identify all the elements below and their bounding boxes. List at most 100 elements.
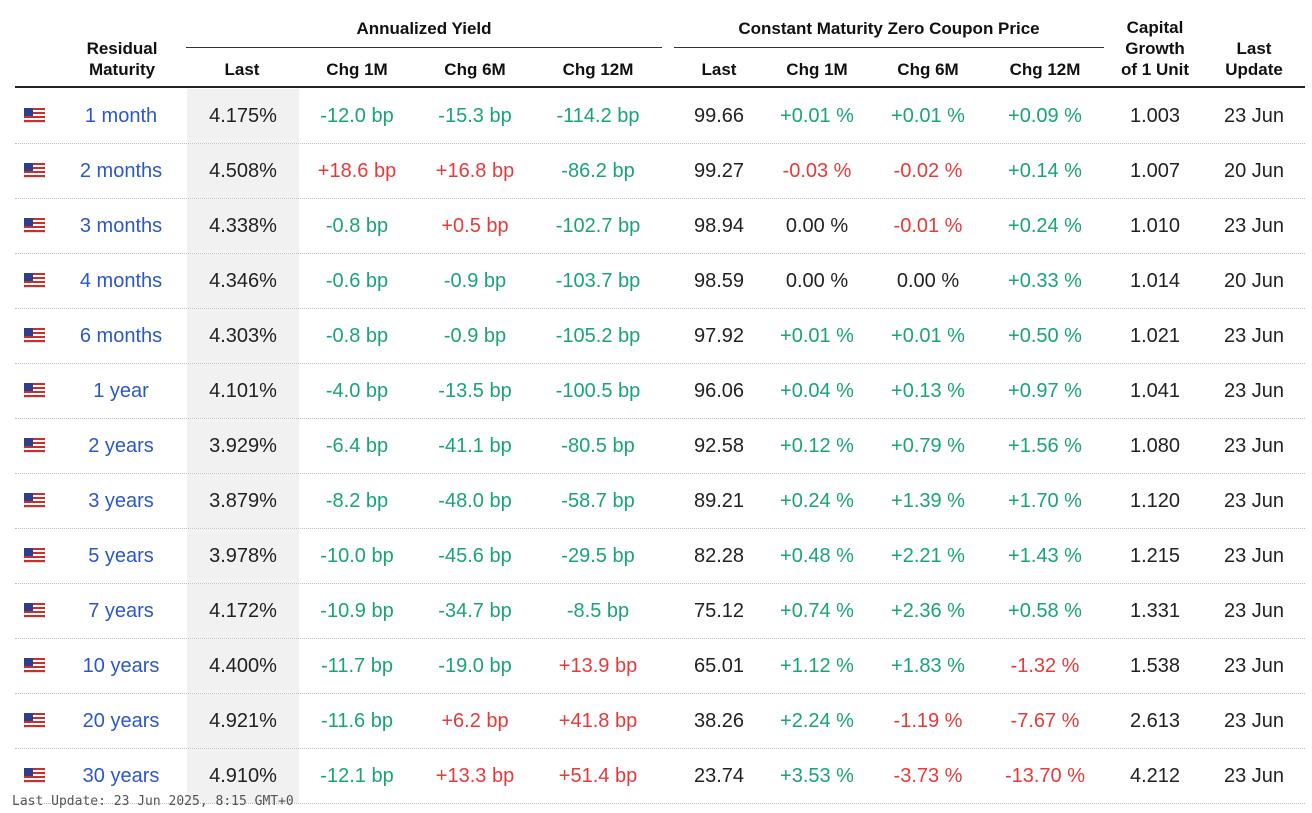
price-chg-12m: +1.43 % <box>1008 545 1082 567</box>
price-chg-6m: +0.79 % <box>891 435 965 457</box>
maturity-link[interactable]: 3 months <box>79 215 163 237</box>
maturity-link[interactable]: 1 year <box>93 380 149 402</box>
header-yield-last: Last <box>224 60 260 79</box>
yield-chg-1m: -6.4 bp <box>325 435 389 457</box>
yield-chg-6m: -41.1 bp <box>438 435 512 457</box>
us-flag-icon <box>24 658 45 673</box>
yield-last: 4.508% <box>187 144 299 198</box>
yield-chg-12m: -100.5 bp <box>555 380 641 402</box>
price-chg-6m: +0.13 % <box>891 380 965 402</box>
maturity-link[interactable]: 6 months <box>79 325 163 347</box>
header-yield-chg6m: Chg 6M <box>444 60 506 79</box>
yield-chg-6m: +0.5 bp <box>441 215 509 237</box>
price-chg-6m: +0.01 % <box>891 325 965 347</box>
last-update-date: 23 Jun <box>1223 545 1285 567</box>
yield-chg-1m: -10.9 bp <box>320 600 394 622</box>
capital-growth: 1.538 <box>1129 655 1181 677</box>
yield-last: 4.921% <box>187 694 299 748</box>
yield-chg-12m: -103.7 bp <box>555 270 641 292</box>
capital-growth: 1.010 <box>1129 215 1181 237</box>
table-row: 2 years 3.929% -6.4 bp -41.1 bp -80.5 bp 92.5… <box>15 419 1305 474</box>
price-last: 38.26 <box>693 710 745 732</box>
yield-last: 4.303% <box>187 309 299 363</box>
header-yield-chg1m: Chg 1M <box>326 60 388 79</box>
price-chg-6m: 0.00 % <box>896 270 960 292</box>
price-last: 98.94 <box>693 215 745 237</box>
price-chg-12m: +0.97 % <box>1008 380 1082 402</box>
maturity-link[interactable]: 2 years <box>88 435 154 457</box>
price-chg-12m: +0.24 % <box>1008 215 1082 237</box>
capital-growth: 1.331 <box>1129 600 1181 622</box>
yield-chg-12m: -114.2 bp <box>556 105 640 127</box>
header-capital-growth: Capital Growth of 1 Unit <box>1106 17 1204 80</box>
last-update-date: 23 Jun <box>1223 215 1285 237</box>
header-capital-line2: Growth <box>1125 39 1185 58</box>
yield-chg-12m: +13.9 bp <box>558 655 638 677</box>
yield-last: 3.929% <box>187 419 299 473</box>
table-header: Residual Maturity Annualized Yield Const… <box>0 0 1312 90</box>
yield-chg-12m: +51.4 bp <box>558 765 638 787</box>
table-row: 1 month 4.175% -12.0 bp -15.3 bp -114.2 bp 99… <box>15 89 1305 144</box>
table-row: 1 year 4.101% -4.0 bp -13.5 bp -100.5 bp 96.0… <box>15 364 1305 419</box>
maturity-link[interactable]: 3 years <box>88 490 154 512</box>
yield-chg-1m: -8.2 bp <box>325 490 389 512</box>
price-chg-6m: +1.39 % <box>891 490 965 512</box>
header-zero-coupon-price: Constant Maturity Zero Coupon Price <box>738 19 1040 38</box>
price-chg-6m: +2.21 % <box>891 545 965 567</box>
yield-chg-6m: -0.9 bp <box>443 325 507 347</box>
price-last: 75.12 <box>693 600 745 622</box>
yield-chg-6m: +16.8 bp <box>435 160 515 182</box>
table-row: 6 months 4.303% -0.8 bp -0.9 bp -105.2 bp 97.… <box>15 309 1305 364</box>
header-capital-line3: of 1 Unit <box>1121 60 1189 79</box>
price-chg-1m: 0.00 % <box>785 215 849 237</box>
us-flag-icon <box>24 218 45 233</box>
maturity-link[interactable]: 30 years <box>82 765 160 787</box>
price-last: 97.92 <box>693 325 745 347</box>
header-last-update: Last Update <box>1204 38 1304 80</box>
us-flag-icon <box>24 713 45 728</box>
maturity-link[interactable]: 4 months <box>79 270 163 292</box>
header-last-update-line2: Update <box>1225 60 1283 79</box>
maturity-link[interactable]: 5 years <box>88 545 154 567</box>
price-chg-1m: +2.24 % <box>780 710 854 732</box>
group-divider-price <box>674 47 1104 48</box>
table-row: 30 years 4.910% -12.1 bp +13.3 bp +51.4 bp 23… <box>15 749 1305 804</box>
footer-last-update: Last Update: 23 Jun 2025, 8:15 GMT+0 <box>12 794 294 809</box>
maturity-link[interactable]: 2 months <box>79 160 163 182</box>
yield-chg-12m: -80.5 bp <box>561 435 635 457</box>
table-row: 7 years 4.172% -10.9 bp -34.7 bp -8.5 bp 75.1… <box>15 584 1305 639</box>
price-chg-1m: +1.12 % <box>780 655 854 677</box>
last-update-date: 20 Jun <box>1223 270 1285 292</box>
us-flag-icon <box>24 273 45 288</box>
last-update-date: 23 Jun <box>1223 765 1285 787</box>
yield-chg-1m: -11.6 bp <box>321 710 393 732</box>
yield-chg-6m: +6.2 bp <box>441 710 509 732</box>
yield-chg-6m: -34.7 bp <box>438 600 512 622</box>
capital-growth: 1.215 <box>1129 545 1181 567</box>
yield-chg-1m: -11.7 bp <box>321 655 393 677</box>
yield-chg-6m: +13.3 bp <box>435 765 515 787</box>
price-chg-12m: +0.58 % <box>1008 600 1082 622</box>
last-update-date: 23 Jun <box>1223 490 1285 512</box>
us-flag-icon <box>24 438 45 453</box>
capital-growth: 4.212 <box>1129 765 1181 787</box>
maturity-link[interactable]: 1 month <box>84 105 158 127</box>
yield-last: 4.910% <box>187 749 299 803</box>
capital-growth: 2.613 <box>1129 710 1181 732</box>
price-chg-1m: +3.53 % <box>780 765 854 787</box>
last-update-date: 23 Jun <box>1223 710 1285 732</box>
price-last: 65.01 <box>693 655 745 677</box>
maturity-link[interactable]: 7 years <box>88 600 154 622</box>
us-flag-icon <box>24 768 45 783</box>
yield-last: 4.101% <box>187 364 299 418</box>
yield-chg-6m: -13.5 bp <box>438 380 512 402</box>
maturity-link[interactable]: 10 years <box>82 655 160 677</box>
price-chg-1m: +0.12 % <box>780 435 854 457</box>
yield-chg-12m: +41.8 bp <box>558 710 638 732</box>
maturity-link[interactable]: 20 years <box>82 710 160 732</box>
yield-last: 4.400% <box>187 639 299 693</box>
price-chg-12m: -1.32 % <box>1010 655 1080 677</box>
us-flag-icon <box>24 603 45 618</box>
table-row: 10 years 4.400% -11.7 bp -19.0 bp +13.9 bp 65… <box>15 639 1305 694</box>
price-chg-1m: +0.01 % <box>780 325 854 347</box>
